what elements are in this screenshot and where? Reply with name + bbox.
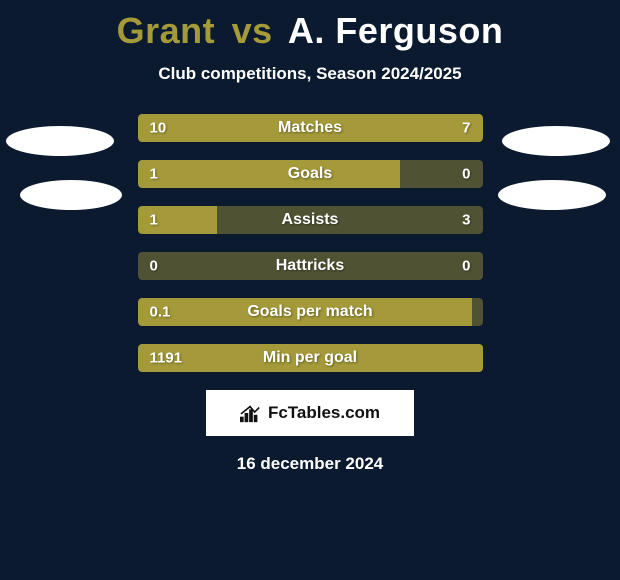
bars-container: 107Matches 10Goals 13Assists 00Hattricks 0.1…: [138, 114, 483, 372]
stat-label: Min per goal: [138, 349, 483, 367]
stat-bar-row: 00Hattricks: [138, 252, 483, 280]
stat-bar-row: 10Goals: [138, 160, 483, 188]
subtitle: Club competitions, Season 2024/2025: [0, 64, 620, 84]
stat-bar-row: 0.1Goals per match: [138, 298, 483, 326]
team-logo-placeholder: [20, 180, 122, 210]
brand-logo-icon: [240, 403, 262, 423]
vs-text: vs: [232, 10, 273, 51]
stat-bar-row: 13Assists: [138, 206, 483, 234]
team-logo-placeholder: [6, 126, 114, 156]
stat-bar-row: 107Matches: [138, 114, 483, 142]
stat-label: Goals per match: [138, 303, 483, 321]
comparison-container: 107Matches 10Goals 13Assists 00Hattricks 0.1…: [0, 114, 620, 372]
player2-name: A. Ferguson: [288, 10, 504, 51]
brand-box: FcTables.com: [206, 390, 414, 436]
footer-date: 16 december 2024: [0, 454, 620, 474]
brand-text: FcTables.com: [268, 403, 380, 423]
team-logo-placeholder: [498, 180, 606, 210]
stat-label: Hattricks: [138, 257, 483, 275]
player1-name: Grant: [117, 10, 216, 51]
page-title: Grant vs A. Ferguson: [0, 0, 620, 52]
team-logo-placeholder: [502, 126, 610, 156]
stat-label: Matches: [138, 119, 483, 137]
stat-bar-row: 1191Min per goal: [138, 344, 483, 372]
stat-label: Assists: [138, 211, 483, 229]
stat-label: Goals: [138, 165, 483, 183]
